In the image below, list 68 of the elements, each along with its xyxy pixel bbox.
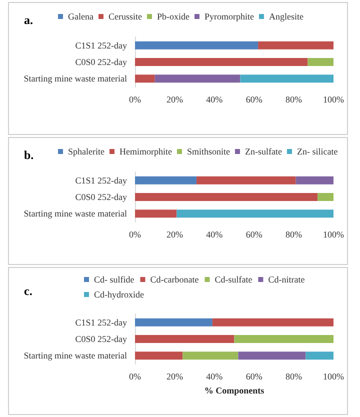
legend-label: Pyromorphite bbox=[204, 12, 254, 22]
bar bbox=[196, 176, 296, 184]
x-tick-label: 40% bbox=[206, 94, 224, 104]
x-tick-label: 80% bbox=[286, 372, 303, 382]
x-tick-label: 60% bbox=[246, 230, 263, 240]
legend-label: Sphalerite bbox=[68, 146, 104, 156]
x-tick-label: 60% bbox=[246, 94, 263, 104]
legend-label: Cd-sulfate bbox=[214, 274, 252, 284]
y-tick-label: C0S0 252-day bbox=[75, 334, 128, 344]
x-tick-label: 20% bbox=[166, 230, 184, 240]
legend-label: Cd-nitrate bbox=[268, 274, 305, 284]
bar bbox=[154, 74, 240, 83]
text: a. bbox=[24, 13, 33, 27]
x-tick-label: 0% bbox=[129, 94, 142, 104]
bar bbox=[135, 74, 155, 83]
x-tick-label: 100% bbox=[323, 94, 344, 104]
legend-label: Cd-hydroxide bbox=[94, 290, 144, 300]
bar bbox=[306, 352, 334, 360]
y-tick-label: C0S0 252-day bbox=[75, 192, 128, 202]
x-tick-label: 60% bbox=[246, 372, 263, 382]
y-tick-label: Starting mine waste material bbox=[24, 208, 128, 219]
x-tick-label: 0% bbox=[129, 230, 142, 240]
legend-label: Hemimorphite bbox=[119, 146, 172, 156]
y-tick-label: C1S1 252-day bbox=[75, 40, 128, 50]
legend-label: Cd-carbonate bbox=[150, 274, 199, 284]
bar bbox=[182, 352, 238, 360]
bar bbox=[240, 74, 334, 83]
x-tick-label: 20% bbox=[166, 372, 184, 382]
legend-label: Smithsonite bbox=[186, 146, 230, 156]
legend-label: Galena bbox=[68, 12, 94, 22]
bar bbox=[135, 193, 318, 201]
bar bbox=[318, 193, 334, 201]
bar bbox=[258, 41, 334, 50]
bar bbox=[135, 176, 197, 184]
bar bbox=[296, 176, 334, 184]
legend-label: Anglesite bbox=[268, 12, 304, 22]
text: c. bbox=[24, 284, 32, 298]
x-tick-label: 80% bbox=[286, 94, 303, 104]
y-tick-label: C1S1 252-day bbox=[75, 317, 128, 328]
y-tick-label: C0S0 252-day bbox=[75, 57, 128, 67]
bar bbox=[308, 58, 334, 66]
y-tick-label: C1S1 252-day bbox=[75, 175, 128, 186]
bar bbox=[234, 335, 334, 343]
bar bbox=[238, 352, 306, 360]
bar bbox=[212, 318, 334, 326]
bar bbox=[135, 41, 258, 50]
x-tick-label: 100% bbox=[323, 372, 344, 382]
bar bbox=[135, 318, 212, 326]
x-tick-label: 100% bbox=[323, 230, 344, 240]
bar bbox=[176, 210, 334, 218]
bar bbox=[135, 335, 234, 343]
x-tick-label: 0% bbox=[129, 372, 142, 382]
legend-label: Cerussite bbox=[108, 12, 142, 22]
legend-label: Zn-sulfate bbox=[244, 146, 282, 156]
x-axis-title: % Components bbox=[204, 386, 265, 396]
legend-label: Zn- silicate bbox=[296, 146, 338, 156]
x-tick-label: 40% bbox=[206, 230, 224, 240]
x-tick-label: 80% bbox=[286, 230, 303, 240]
y-tick-label: Starting mine waste material bbox=[24, 350, 128, 361]
bar bbox=[135, 210, 177, 218]
x-tick-label: 20% bbox=[166, 94, 184, 104]
text: b. bbox=[24, 148, 34, 162]
bar bbox=[135, 58, 308, 66]
legend-label: Pb-oxide bbox=[156, 12, 190, 22]
legend-label: Cd- sulfide bbox=[94, 274, 134, 284]
bar bbox=[135, 352, 183, 360]
y-tick-label: Starting mine waste material bbox=[24, 74, 128, 84]
x-tick-label: 40% bbox=[206, 372, 224, 382]
